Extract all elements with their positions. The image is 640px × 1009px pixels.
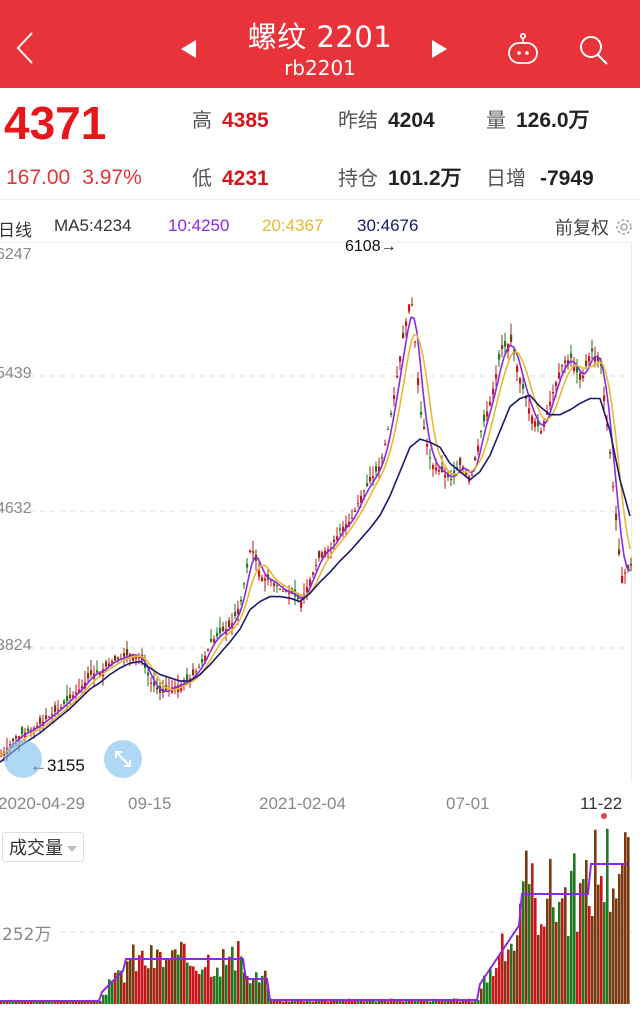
volume-value: 126.0万 [516,109,590,132]
candlestick-chart[interactable] [0,242,633,782]
y-tick-1: 6247 [0,246,32,263]
adjust-label: 前复权 [554,218,609,238]
x-tick-2: 09-15 [128,794,172,813]
change-value: 167.00 [6,166,71,189]
ma30-value: 30:4676 [357,216,419,235]
back-arrow-icon[interactable] [10,30,40,66]
max-annotation: 6108→ [345,238,397,255]
expand-icon [115,751,131,767]
low-field: 低 4231 [192,166,269,190]
last-price: 4371 [4,97,107,149]
open-interest-field: 持仓 101.2万 [338,166,462,190]
fullscreen-button[interactable] [104,740,142,778]
high-field: 高 4385 [192,108,269,132]
low-value: 4231 [222,167,269,190]
y-tick-3: 4632 [0,500,32,517]
ma10-value: 10:4250 [168,216,230,235]
price-change: 167.00 3.97% [6,166,142,190]
x-tick-5: 11-22 [580,794,623,813]
x-tick-3: 2021-02-04 [259,794,346,813]
x-tick-1: 2020-04-29 [0,794,85,813]
y-tick-4: 3824 [0,637,32,654]
min-annotation: ←3155 [30,756,85,775]
price-plot [0,297,633,763]
change-percent: 3.97% [82,166,142,189]
ma5-value: MA5:4234 [54,216,132,235]
prev-settle-field: 昨结 4204 [338,108,435,132]
volume-y-tick: 252万 [2,925,52,945]
volume-chart[interactable] [0,826,632,1009]
quote-panel: 4371 167.00 3.97% 高 4385 低 4231 昨结 4204 量 126… [0,88,640,200]
y-tick-2: 5439 [0,365,32,382]
ma-legend: 日线 MA5:4234 10:4250 20:4367 30:4676 前复权 [0,210,640,242]
top-bar: 螺纹 2201 rb2201 [0,0,640,88]
open-interest-value: 101.2万 [388,167,462,190]
indicator-selector[interactable]: 成交量 [2,832,84,862]
scroll-left-button[interactable] [4,740,42,778]
high-value: 4385 [222,109,269,132]
period-label[interactable]: 日线 [0,221,32,240]
adjust-setting[interactable]: 前复权 [555,214,634,240]
next-contract-icon[interactable] [430,38,450,60]
daily-change-field: 日增 -7949 [486,166,594,190]
daily-change-value: -7949 [540,167,594,190]
prev-settle-value: 4204 [388,109,435,132]
search-icon[interactable] [578,34,610,66]
gear-icon[interactable] [614,217,634,237]
contract-title: 螺纹 2201 [247,20,393,54]
robot-assistant-icon[interactable] [506,32,542,66]
prev-contract-icon[interactable] [178,38,198,60]
volume-field: 量 126.0万 [486,108,590,132]
current-date-marker [601,813,607,819]
dropdown-caret-icon [67,846,77,852]
x-tick-4: 07-01 [446,794,490,813]
contract-code: rb2201 [284,56,356,80]
ma20-value: 20:4367 [262,216,324,235]
